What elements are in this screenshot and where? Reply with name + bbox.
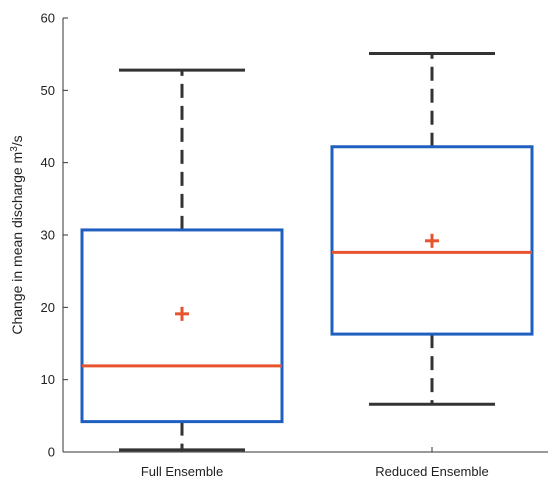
boxes <box>80 51 534 452</box>
y-tick-label: 10 <box>41 372 55 387</box>
y-axis-label-text: Change in mean discharge m <box>9 152 25 335</box>
y-tick-label: 40 <box>41 155 55 170</box>
y-ticks: 0 10 20 30 40 50 60 <box>41 11 68 460</box>
box <box>330 145 534 336</box>
axes <box>62 18 548 453</box>
y-tick-label: 50 <box>41 83 55 98</box>
y-axis-label-superscript: 3 <box>9 146 20 152</box>
y-tick-label: 0 <box>48 445 55 460</box>
x-tick-label: Full Ensemble <box>141 464 223 479</box>
y-tick-label: 30 <box>41 228 55 243</box>
box-group <box>330 51 534 406</box>
box-group <box>80 68 284 452</box>
y-tick-label: 60 <box>41 11 55 26</box>
box <box>80 228 284 424</box>
y-axis-label-tail: /s <box>9 135 25 146</box>
x-tick-label: Reduced Ensemble <box>375 464 488 479</box>
y-axis-label: Change in mean discharge m3/s <box>9 135 25 334</box>
x-ticks: Full Ensemble Reduced Ensemble <box>141 447 489 479</box>
y-tick-label: 20 <box>41 300 55 315</box>
